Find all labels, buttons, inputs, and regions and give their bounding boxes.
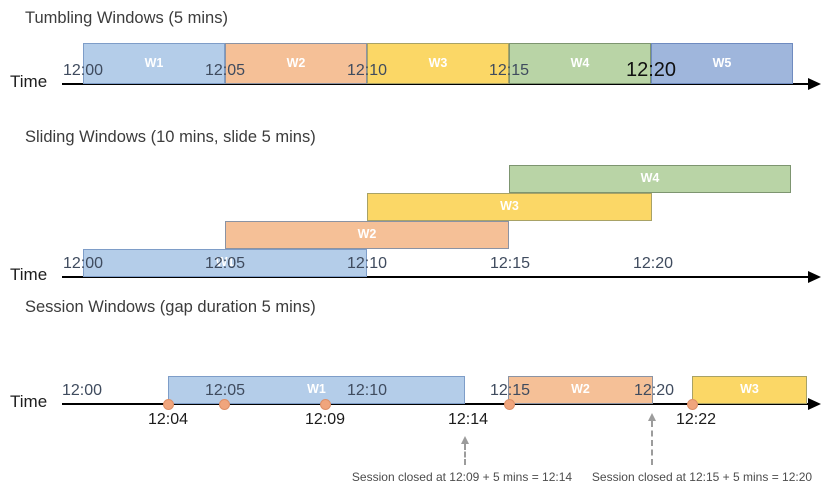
session-event-dot-4 xyxy=(503,398,515,410)
session-window-label-w1: W1 xyxy=(307,382,326,396)
session-window-w3 xyxy=(692,376,807,404)
session-tick-12-20: 12:20 xyxy=(633,382,675,399)
sliding-time-axis xyxy=(62,276,808,278)
tumbling-window-label-w2: W2 xyxy=(286,55,306,70)
session-annotation-arrow-line-1 xyxy=(464,444,466,465)
tumbling-window-label-w4: W4 xyxy=(570,55,590,70)
tumbling-window-label-w1: W1 xyxy=(144,55,164,70)
sliding-tick-12-10: 12:10 xyxy=(346,255,388,272)
tumbling-window-w1 xyxy=(83,43,225,84)
session-time-axis xyxy=(62,403,808,405)
tumbling-tick-12-00: 12:00 xyxy=(62,62,104,79)
session-window-w1 xyxy=(168,376,465,404)
session-caption-1: Session closed at 12:09 + 5 mins = 12:14 xyxy=(351,470,573,484)
session-below-label-12-09: 12:09 xyxy=(304,411,346,428)
tumbling-window-label-w5: W5 xyxy=(712,55,732,70)
tumbling-window-label-w3: W3 xyxy=(428,55,448,70)
tumbling-window-w2 xyxy=(225,43,367,84)
session-window-label-w2: W2 xyxy=(571,382,590,396)
sliding-window-label-w3: W3 xyxy=(500,199,519,213)
session-window-w2 xyxy=(508,376,653,404)
tumbling-window-w5 xyxy=(651,43,793,84)
sliding-time-axis-label: Time xyxy=(10,265,48,284)
tumbling-window-w4 xyxy=(509,43,651,84)
tumbling-time-axis-label: Time xyxy=(10,72,48,91)
sliding-window-w2 xyxy=(225,221,509,249)
sliding-window-w1 xyxy=(83,249,367,277)
sliding-section-title: Sliding Windows (10 mins, slide 5 mins) xyxy=(25,128,316,146)
sliding-tick-12-20: 12:20 xyxy=(632,255,674,272)
session-time-axis-label: Time xyxy=(10,392,48,411)
sliding-window-label-w1: W1 xyxy=(215,255,235,269)
tumbling-time-axis xyxy=(62,83,808,85)
tumbling-section-title: Tumbling Windows (5 mins) xyxy=(25,9,228,27)
sliding-window-label-w4: W4 xyxy=(640,171,660,185)
sliding-window-w4 xyxy=(509,165,791,193)
session-section-title: Session Windows (gap duration 5 mins) xyxy=(25,298,316,316)
sliding-window-w3 xyxy=(367,193,652,221)
session-event-dot-2 xyxy=(218,398,230,410)
session-annotation-arrow-line-2 xyxy=(651,421,653,465)
tumbling-tick-12-15: 12:15 xyxy=(488,62,530,79)
tumbling-axis-arrowhead-icon xyxy=(808,78,821,90)
sliding-tick-12-05: 12:05 xyxy=(204,255,246,272)
session-tick-12-00: 12:00 xyxy=(61,382,103,399)
session-caption-2: Session closed at 12:15 + 5 mins = 12:20 xyxy=(591,470,813,484)
session-annotation-arrowhead-icon-2 xyxy=(647,413,656,421)
session-tick-12-05: 12:05 xyxy=(204,382,246,399)
session-below-label-12-22: 12:22 xyxy=(675,411,717,428)
tumbling-tick-12-05: 12:05 xyxy=(204,62,246,79)
tumbling-window-w3 xyxy=(367,43,509,84)
tumbling-tick-12-10: 12:10 xyxy=(346,62,388,79)
tumbling-tick-12-20: 12:20 xyxy=(625,59,677,81)
session-below-label-12-04: 12:04 xyxy=(147,411,189,428)
session-annotation-arrowhead-icon-1 xyxy=(460,436,469,444)
sliding-axis-arrowhead-icon xyxy=(808,271,821,283)
session-tick-12-10: 12:10 xyxy=(346,382,388,399)
session-tick-12-15: 12:15 xyxy=(489,382,531,399)
sliding-tick-12-15: 12:15 xyxy=(489,255,531,272)
session-axis-arrowhead-icon xyxy=(808,398,821,410)
session-event-dot-5 xyxy=(686,398,698,410)
session-event-dot-3 xyxy=(319,398,331,410)
session-below-label-12-14: 12:14 xyxy=(447,411,489,428)
session-event-dot-1 xyxy=(162,398,174,410)
sliding-window-label-w2: W2 xyxy=(357,227,377,241)
sliding-tick-12-00: 12:00 xyxy=(62,255,104,272)
session-window-label-w3: W3 xyxy=(740,382,759,396)
